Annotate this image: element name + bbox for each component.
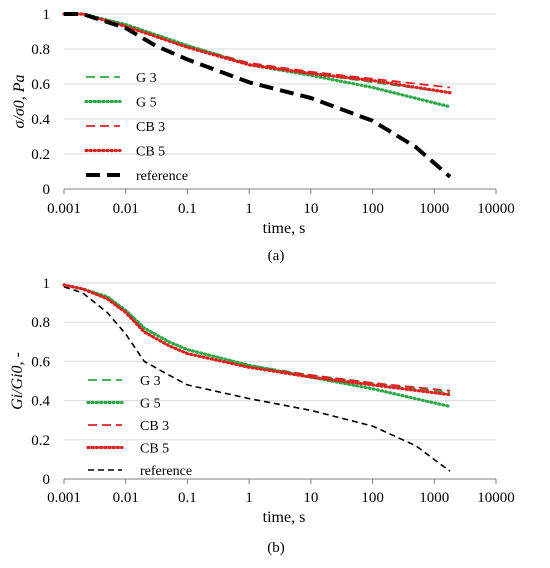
y-tick-label: 0.6 [31, 354, 50, 370]
legend-label: G 5 [136, 96, 157, 111]
chart-panel-b: 0 0.2 0.4 0.6 0.8 1 0.001 0.01 0.1 1 10 100 1000 1000… [9, 276, 515, 556]
x-tick-label: 1000 [419, 201, 449, 217]
legend-label: reference [140, 464, 192, 479]
y-axis-label: σ/σ0, Pa [11, 75, 28, 129]
y-tick-label: 1 [43, 7, 51, 23]
x-axis-label: time, s [263, 509, 306, 526]
series-line-g-5 [62, 12, 452, 109]
x-tick-label: 0.001 [47, 490, 81, 506]
x-tick-label: 1 [245, 490, 253, 506]
y-tick-label: 0.8 [31, 42, 50, 58]
panel-caption: (b) [267, 540, 285, 556]
series-line-cb-5 [62, 283, 452, 397]
y-tick-label: 0.6 [31, 77, 50, 93]
y-tick-label: 0 [43, 472, 51, 488]
series-line-reference [63, 286, 451, 472]
y-axis-label: Gi/Gi0, - [9, 352, 26, 410]
y-tick-label: 0.4 [31, 112, 50, 128]
x-tick-label: 0.1 [178, 490, 197, 506]
legend-label: G 5 [140, 397, 161, 412]
legend-label: reference [136, 169, 188, 184]
x-tick-label: 10000 [477, 490, 515, 506]
x-tick-label: 100 [361, 490, 384, 506]
x-tick-label: 0.1 [178, 201, 197, 217]
series-line-g-3 [63, 284, 451, 394]
x-tick-label: 1 [245, 201, 253, 217]
legend-label: G 3 [136, 71, 157, 86]
x-tick-label: 0.01 [113, 490, 139, 506]
x-tick-label: 10000 [477, 201, 515, 217]
y-tick-label: 0.2 [31, 147, 50, 163]
chart-panel-a: 0 0.2 0.4 0.6 0.8 1 0.001 0.01 0.1 1 10 100 1000 1000… [11, 7, 515, 264]
legend-label: CB 5 [136, 145, 165, 160]
legend-label: G 3 [140, 374, 161, 389]
series-line-cb-3 [63, 284, 451, 392]
x-tick-label: 0.001 [47, 201, 81, 217]
y-tick-label: 0.2 [31, 433, 50, 449]
legend: G 3 G 5 CB 3 CB 5 reference [84, 71, 188, 184]
y-tick-label: 0 [43, 182, 51, 198]
series-line-reference [64, 12, 452, 179]
x-tick-label: 100 [361, 201, 384, 217]
x-tick-label: 1000 [419, 490, 449, 506]
y-tick-label: 0.8 [31, 315, 50, 331]
x-tick-label: 10 [303, 490, 318, 506]
y-tick-label: 1 [43, 276, 51, 292]
x-tick-label: 0.01 [113, 201, 139, 217]
legend-label: CB 3 [136, 120, 165, 135]
y-tick-label: 0.4 [31, 394, 50, 410]
x-axis-label: time, s [263, 220, 306, 237]
legend-label: CB 5 [140, 442, 169, 457]
legend-label: CB 3 [140, 419, 169, 434]
panel-caption: (a) [268, 248, 285, 264]
x-tick-label: 10 [303, 201, 318, 217]
legend: G 3 G 5 CB 3 CB 5 reference [86, 374, 192, 479]
